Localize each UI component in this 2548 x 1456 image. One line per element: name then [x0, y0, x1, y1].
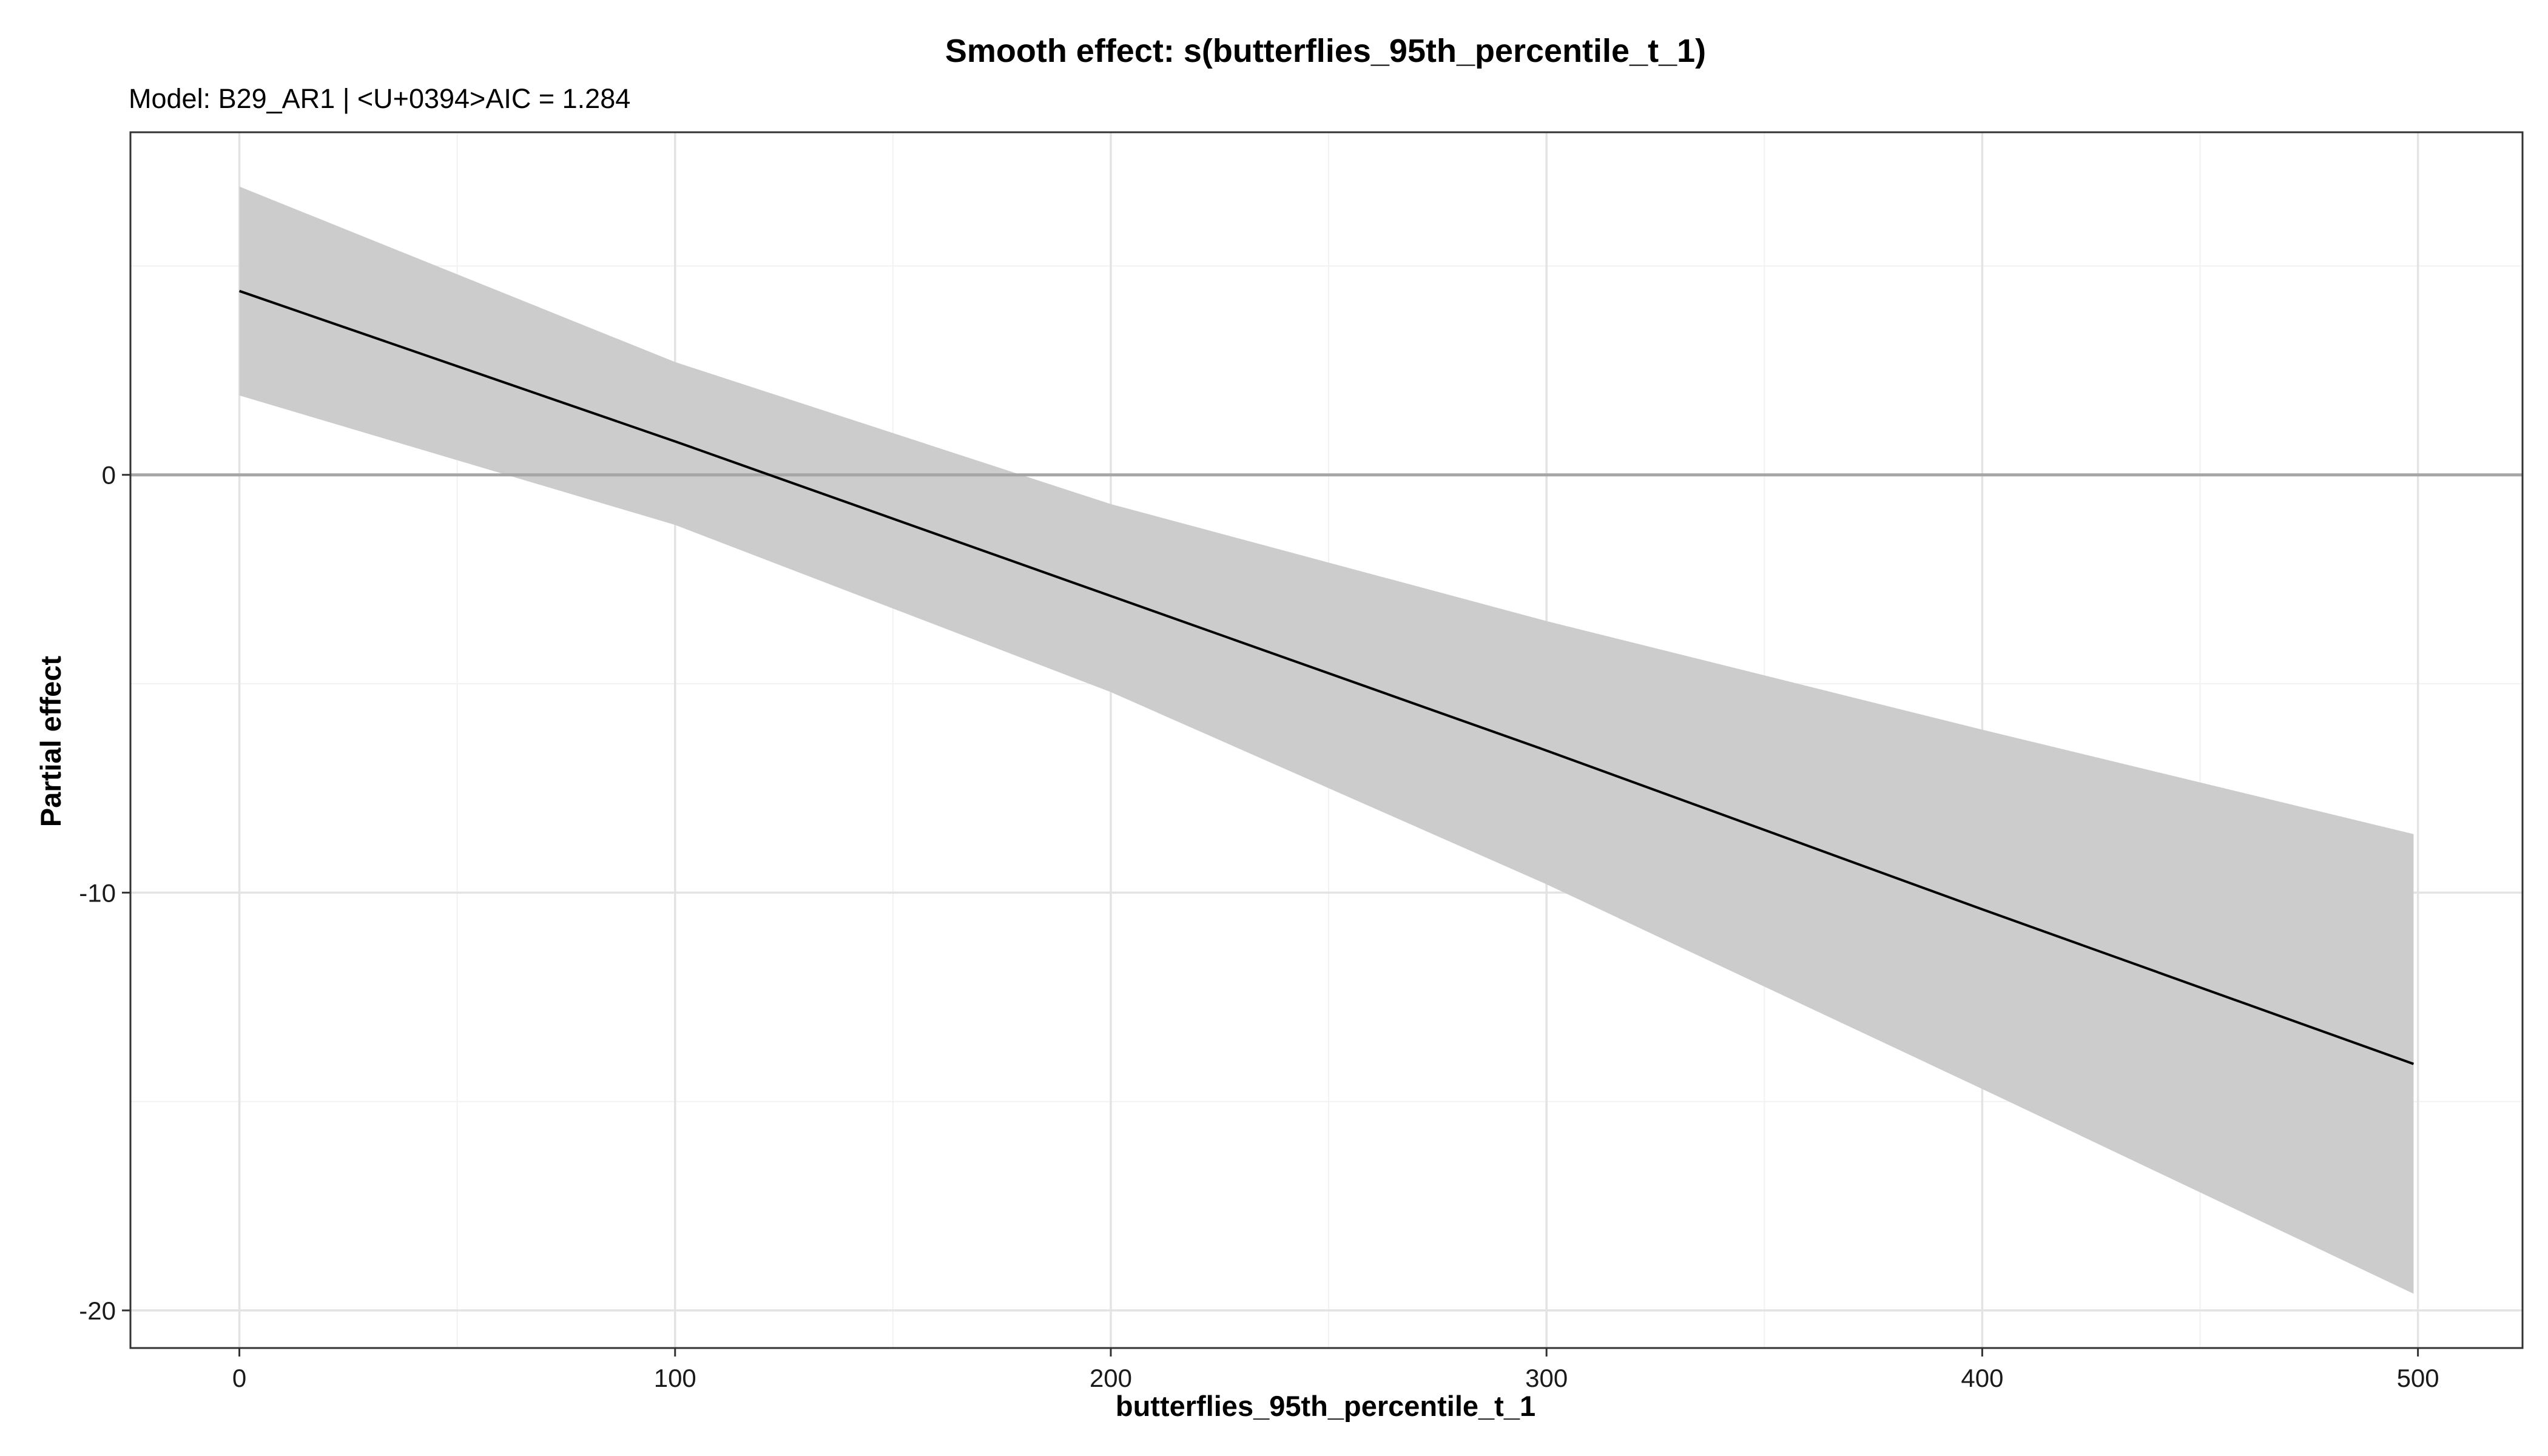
- y-tick-label: -10: [79, 878, 116, 907]
- y-tick-label: -20: [79, 1296, 116, 1325]
- x-tick-label: 500: [2397, 1364, 2439, 1392]
- smooth-effect-line: [238, 289, 2415, 1065]
- chart-subtitle: Model: B29_AR1 | <U+0394>AIC = 1.284: [129, 83, 630, 114]
- x-axis-title: butterflies_95th_percentile_t_1: [1116, 1390, 1535, 1422]
- panel-border: [129, 131, 2524, 1349]
- y-axis-title: Partial effect: [35, 656, 67, 827]
- x-tick-label: 100: [654, 1364, 696, 1392]
- x-tick-label: 400: [1961, 1364, 2003, 1392]
- x-tick-label: 300: [1525, 1364, 1568, 1392]
- y-tick-label: 0: [102, 461, 116, 490]
- x-tick-label: 200: [1090, 1364, 1132, 1392]
- plot-panel: 0 100 200 300 400 500 0 -10 -20: [79, 131, 2524, 1392]
- confidence-ribbon: [239, 186, 2414, 1294]
- x-tick-label: 0: [232, 1364, 246, 1392]
- chart-title: Smooth effect: s(butterflies_95th_percen…: [945, 33, 1706, 69]
